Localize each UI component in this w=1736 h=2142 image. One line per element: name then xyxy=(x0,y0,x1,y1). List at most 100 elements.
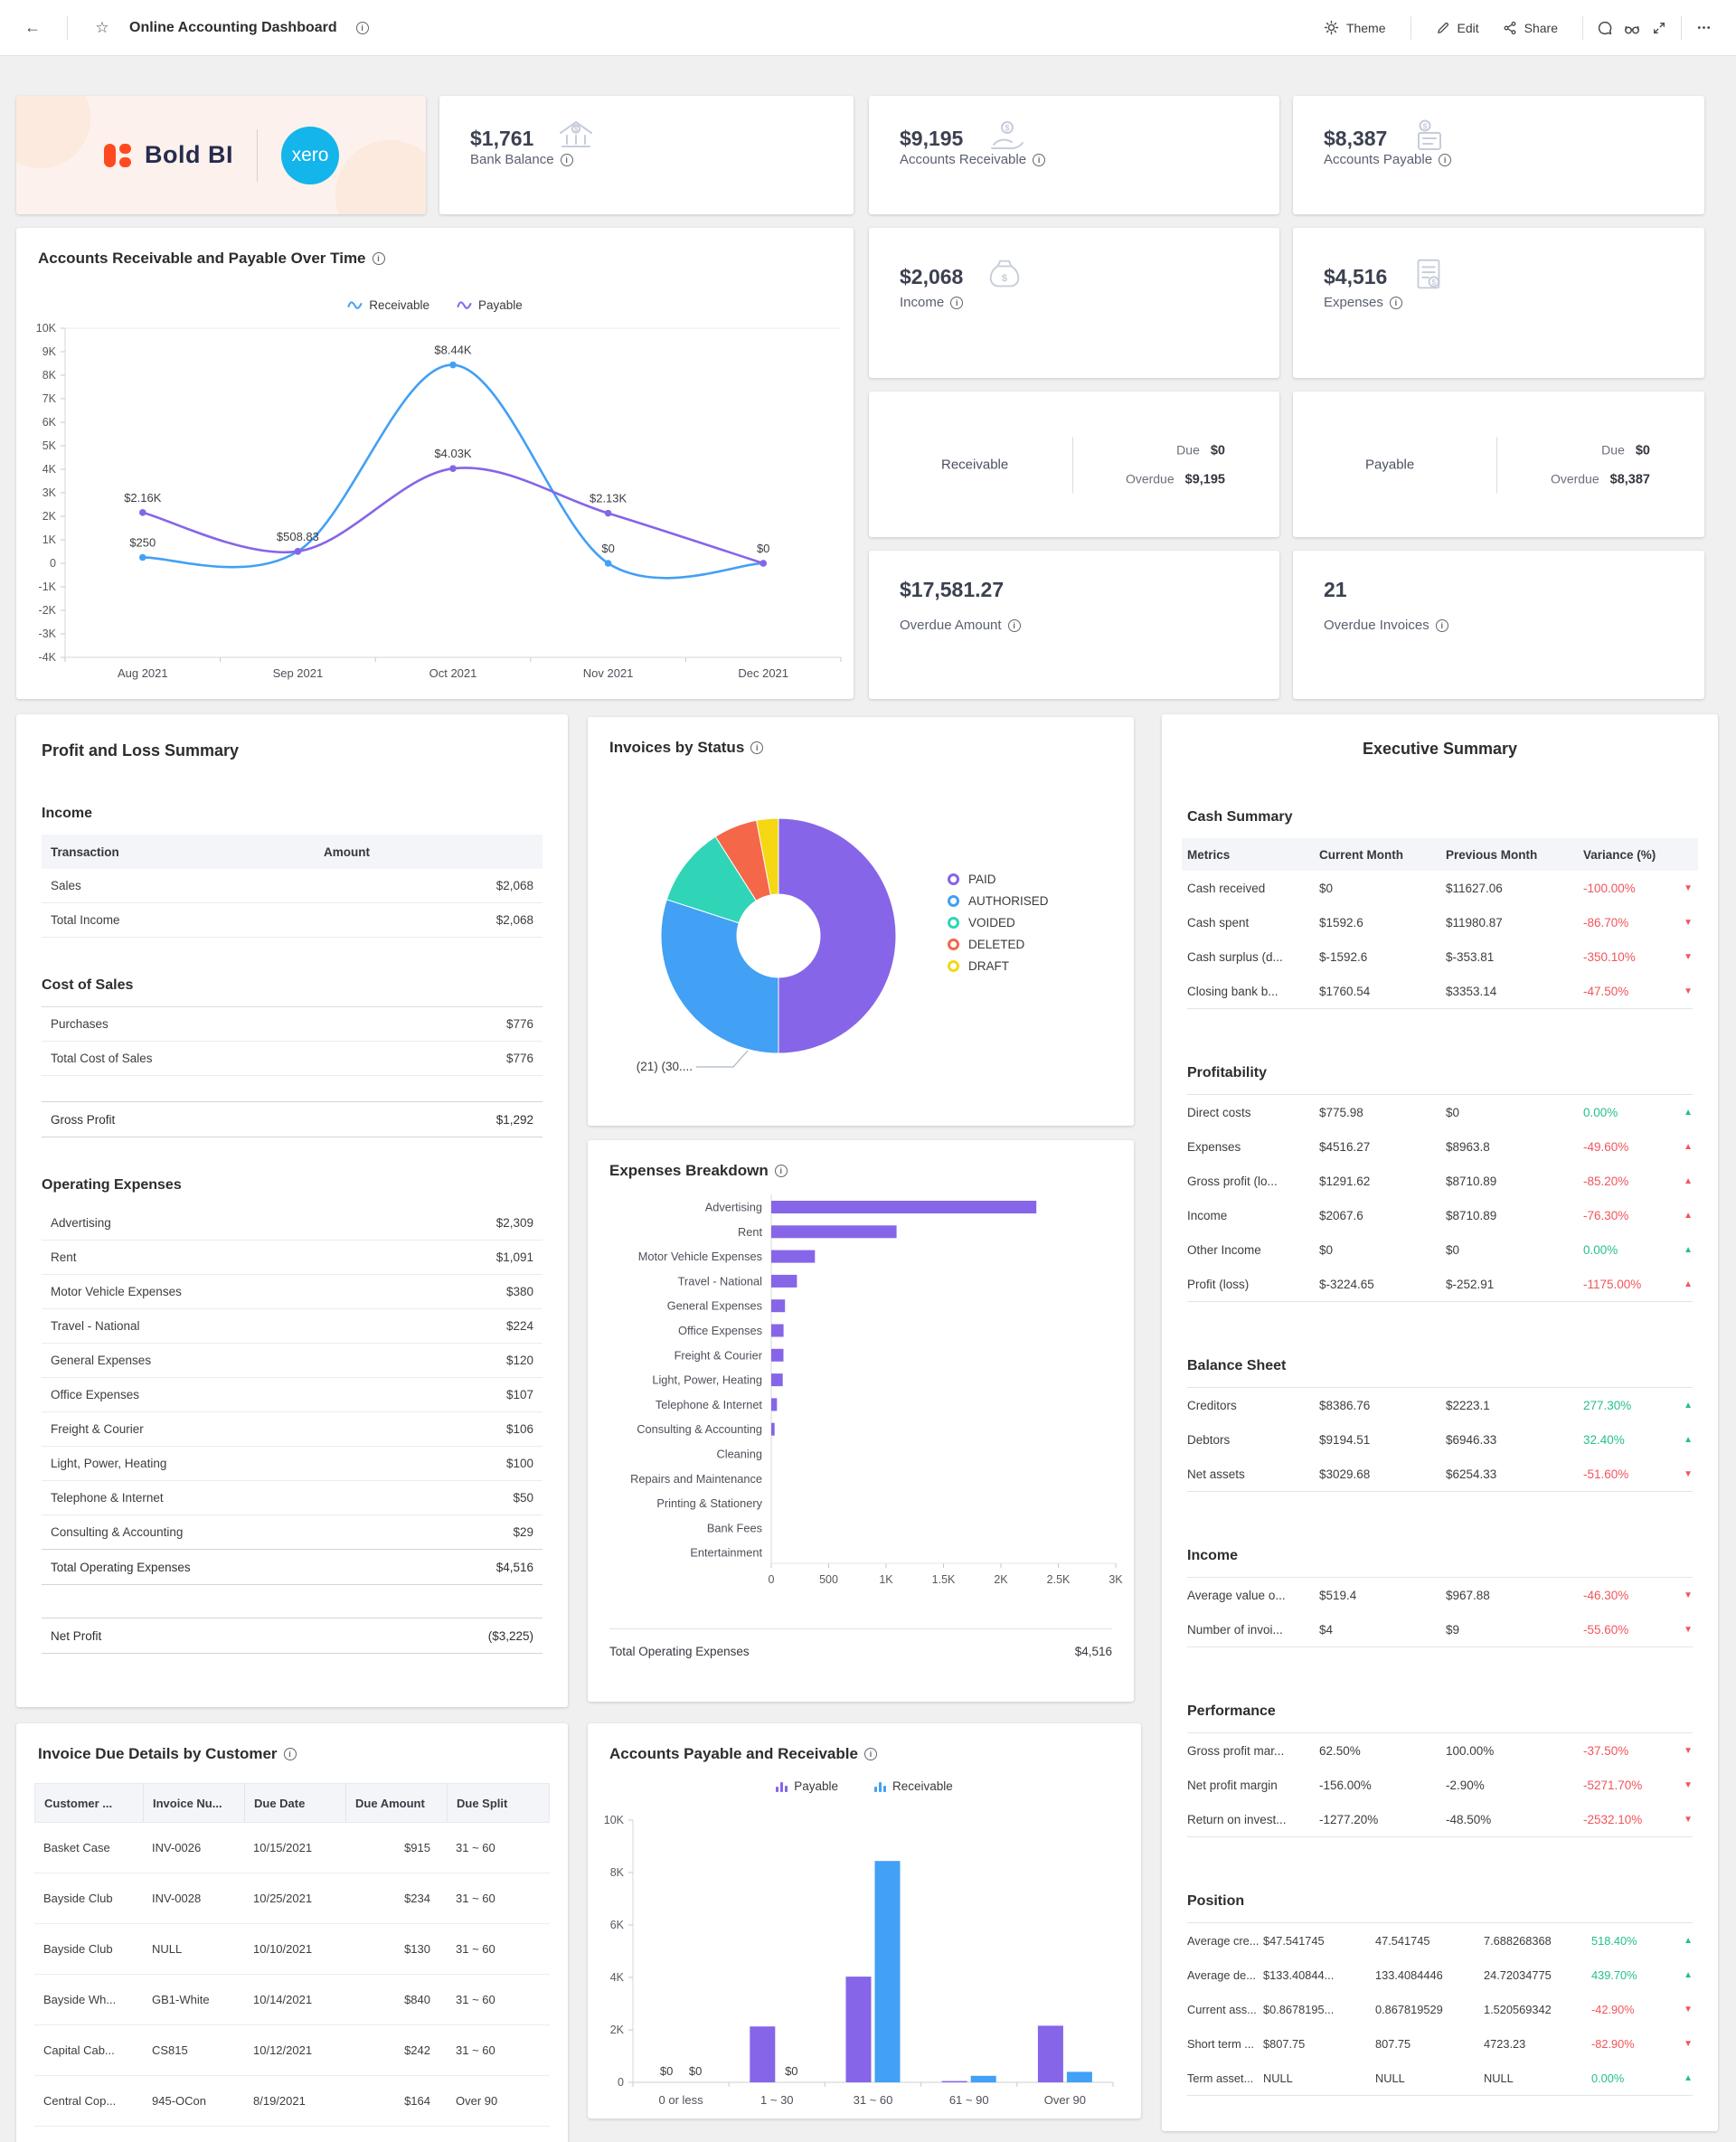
metric-row: Average cre... $47.541745 47.541745 7.68826… xyxy=(1187,1933,1693,1948)
divider xyxy=(1187,1732,1693,1733)
comment-icon[interactable] xyxy=(1596,19,1614,37)
edit-button[interactable]: Edit xyxy=(1436,21,1479,35)
section-title: Income xyxy=(1187,1548,1239,1563)
info-icon[interactable]: i xyxy=(774,1165,788,1177)
legend-item-draft[interactable]: DRAFT xyxy=(948,959,1049,973)
info-icon[interactable]: i xyxy=(283,1748,297,1760)
bar-chart-legend: Payable Receivable xyxy=(588,1779,1141,1793)
arrow-up-icon: ▲ xyxy=(1684,1210,1693,1221)
arrow-down-icon: ▼ xyxy=(1684,951,1693,962)
svg-text:$0: $0 xyxy=(785,2064,797,2078)
share-button[interactable]: Share xyxy=(1503,21,1558,35)
ar-ap-line-chart: 10K 9K 8K 7K 6K 5K 4K 3K 2K 1K 0 -1K -2K -3K -4K Aug 20… xyxy=(16,228,854,699)
favorite-star-icon[interactable]: ☆ xyxy=(95,18,109,36)
due-split-cell: 31 ~ 60 xyxy=(456,1841,495,1854)
legend-item-voided[interactable]: VOIDED xyxy=(948,916,1049,929)
legend-label: VOIDED xyxy=(968,916,1015,929)
column-header[interactable]: Due Date xyxy=(245,1784,346,1822)
svg-text:Freight & Courier: Freight & Courier xyxy=(675,1348,763,1362)
legend-item-payable[interactable]: Payable xyxy=(457,298,523,312)
info-icon[interactable]: i xyxy=(560,153,573,166)
column-header[interactable]: Invoice Nu... xyxy=(144,1784,245,1822)
arrow-up-icon: ▲ xyxy=(1684,1400,1693,1411)
due-date-cell: 8/19/2021 xyxy=(253,2094,306,2108)
column-header[interactable]: Due Amount xyxy=(346,1784,448,1822)
accounts-payable-value: $8,387 xyxy=(1324,127,1388,150)
expenses-value: $4,516 xyxy=(1324,265,1388,288)
svg-text:5K: 5K xyxy=(42,439,57,452)
legend-item-payable[interactable]: Payable xyxy=(776,1779,838,1793)
divider xyxy=(1072,436,1073,493)
view-glasses-icon[interactable] xyxy=(1623,19,1641,37)
info-icon[interactable]: i xyxy=(1033,153,1046,166)
svg-text:(21) (30....: (21) (30.... xyxy=(637,1060,693,1073)
legend-item-deleted[interactable]: DELETED xyxy=(948,938,1049,951)
svg-text:$: $ xyxy=(1002,273,1008,284)
more-options-icon[interactable] xyxy=(1694,19,1712,37)
invoice-cell: NULL xyxy=(152,1942,183,1956)
info-icon[interactable]: i xyxy=(1435,618,1448,632)
svg-text:Oct 2021: Oct 2021 xyxy=(429,666,477,680)
arrow-up-icon: ▲ xyxy=(1684,1244,1693,1255)
pnl-row: General Expenses $120 xyxy=(42,1344,542,1378)
svg-text:0: 0 xyxy=(618,2076,624,2089)
arrow-down-icon: ▼ xyxy=(1684,986,1693,996)
theme-button[interactable]: Theme xyxy=(1324,20,1386,35)
due-date-cell: 10/10/2021 xyxy=(253,1942,313,1956)
overdue-invoices-label: Overdue Invoices xyxy=(1324,618,1429,633)
legend-item-receivable[interactable]: Receivable xyxy=(347,298,429,312)
customer-cell: Bayside Club xyxy=(43,1892,113,1905)
back-icon[interactable]: ← xyxy=(24,18,41,36)
due-date-cell: 10/15/2021 xyxy=(253,1841,313,1854)
arrow-down-icon: ▼ xyxy=(1684,2038,1693,2049)
executive-sections: Cash Summary Metrics Current Month Previous… xyxy=(1182,809,1698,2096)
invoice-cell: CS815 xyxy=(152,2043,188,2057)
svg-text:$: $ xyxy=(1005,124,1010,133)
arrow-down-icon: ▼ xyxy=(1684,1468,1693,1479)
pnl-row: Rent $1,091 xyxy=(42,1241,542,1275)
customer-cell: Basket Case xyxy=(43,1841,110,1854)
customer-cell: Bayside Wh... xyxy=(43,1993,117,2006)
column-header[interactable]: Customer ... xyxy=(35,1784,144,1822)
table-row: Basket Case INV-0026 10/15/2021 $915 31 … xyxy=(34,1823,550,1873)
svg-text:$508.83: $508.83 xyxy=(277,530,319,543)
invoice-cell: GB1-White xyxy=(152,1993,210,2006)
info-icon[interactable]: i xyxy=(750,741,764,754)
invoice-cell: 945-OCon xyxy=(152,2094,206,2108)
column-header[interactable]: Due Split xyxy=(457,1796,508,1810)
arrow-down-icon: ▼ xyxy=(1684,917,1693,928)
divider xyxy=(42,1006,542,1007)
svg-text:Nov 2021: Nov 2021 xyxy=(583,666,634,680)
donut-series-icon xyxy=(948,939,959,950)
legend-item-authorised[interactable]: AUTHORISED xyxy=(948,894,1049,908)
svg-text:Rent: Rent xyxy=(738,1225,762,1239)
due-date-cell: 10/14/2021 xyxy=(253,1993,313,2006)
line-chart-legend: Receivable Payable xyxy=(16,298,854,312)
customer-cell: Central Cop... xyxy=(43,2094,117,2108)
info-icon[interactable]: i xyxy=(1439,153,1452,166)
income-table-header: Transaction Amount xyxy=(42,835,542,869)
info-icon[interactable]: i xyxy=(950,296,964,309)
page-title: Online Accounting Dashboard xyxy=(129,19,337,35)
title-info-icon[interactable]: i xyxy=(355,21,369,34)
legend-item-receivable[interactable]: Receivable xyxy=(874,1779,953,1793)
executive-summary-title: Executive Summary xyxy=(1362,740,1518,758)
operating-expenses-title: Operating Expenses xyxy=(42,1177,182,1193)
info-icon[interactable]: i xyxy=(863,1748,877,1760)
pnl-row: Consulting & Accounting $29 xyxy=(42,1515,542,1550)
donut-series-icon xyxy=(948,917,959,929)
fullscreen-icon[interactable] xyxy=(1650,19,1668,37)
info-icon[interactable]: i xyxy=(372,252,385,265)
divider xyxy=(1681,15,1682,40)
legend-item-paid[interactable]: PAID xyxy=(948,873,1049,886)
info-icon[interactable]: i xyxy=(1007,618,1021,632)
svg-text:Cleaning: Cleaning xyxy=(716,1448,762,1461)
svg-text:$: $ xyxy=(1432,278,1437,287)
metric-row: Short term ... $807.75 807.75 4723.23 -82.90… xyxy=(1187,2036,1693,2051)
svg-text:$250: $250 xyxy=(129,536,156,550)
svg-text:Consulting & Accounting: Consulting & Accounting xyxy=(637,1422,762,1436)
due-date-cell: 10/12/2021 xyxy=(253,2043,313,2057)
info-icon[interactable]: i xyxy=(1389,296,1402,309)
svg-text:Motor Vehicle Expenses: Motor Vehicle Expenses xyxy=(638,1250,762,1263)
